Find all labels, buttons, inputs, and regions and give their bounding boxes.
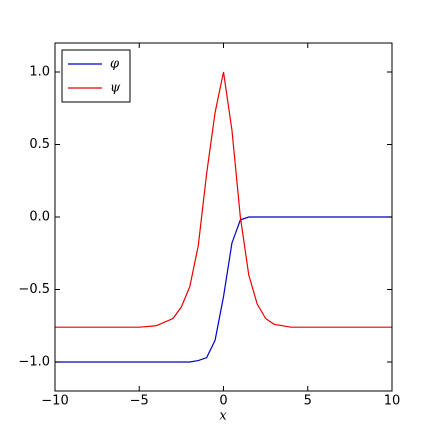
y-tick-label: 1.0 xyxy=(29,65,50,80)
y-tick-label: 0.5 xyxy=(29,137,50,152)
x-tick-label: −10 xyxy=(41,394,68,409)
x-tick-label: 10 xyxy=(384,394,401,409)
legend-label: φ xyxy=(110,57,120,72)
y-tick-label: −1.0 xyxy=(18,355,50,370)
line-1 xyxy=(55,71,392,328)
legend-box xyxy=(61,49,131,103)
x-tick-label: −5 xyxy=(130,394,149,409)
line-0 xyxy=(55,216,392,363)
y-tick-label: −0.5 xyxy=(18,282,50,297)
x-tick-label: 0 xyxy=(219,394,227,409)
x-axis-label: x xyxy=(219,409,227,424)
legend-label: ψ xyxy=(110,81,121,96)
x-tick-label: 5 xyxy=(304,394,312,409)
y-tick-label: 0.0 xyxy=(29,210,50,225)
